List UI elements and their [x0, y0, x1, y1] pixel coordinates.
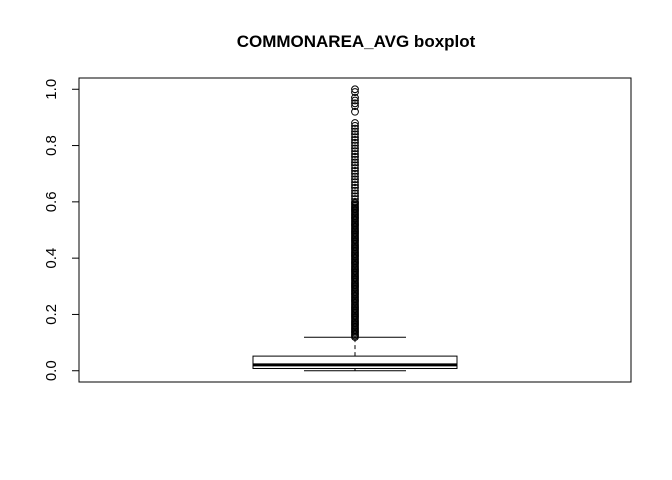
outlier-point [351, 121, 359, 130]
outlier-point [351, 158, 359, 167]
box-group [252, 336, 458, 372]
outlier-point [351, 144, 359, 153]
y-tick-label: 0.2 [43, 304, 60, 325]
outlier-point [351, 178, 359, 187]
outlier-point [351, 195, 359, 203]
outlier-point [351, 166, 359, 175]
outlier-point [351, 107, 359, 116]
y-tick-label: 0.0 [43, 360, 60, 381]
outlier-point [351, 189, 359, 198]
y-axis: 0.0 0.2 0.4 0.6 0.8 1.0 [43, 79, 80, 381]
y-tick-label: 1.0 [43, 79, 60, 100]
outlier-point [351, 93, 359, 102]
outlier-point [351, 141, 359, 150]
y-tick-label: 0.6 [43, 191, 60, 212]
outlier-point [351, 147, 359, 156]
outlier-point [351, 192, 359, 201]
outlier-point [351, 169, 359, 178]
outlier-point [351, 150, 359, 158]
outlier-point [351, 96, 359, 105]
outlier-point [351, 172, 359, 181]
outlier-point [351, 155, 359, 164]
outlier-point [351, 85, 359, 94]
outlier-point [351, 102, 359, 111]
outlier-point [351, 127, 359, 136]
outlier-point [351, 186, 359, 195]
outlier-point [351, 88, 359, 96]
outlier-point [351, 197, 359, 206]
outlier-point [351, 183, 359, 192]
outlier-point [351, 138, 359, 147]
outlier-point [351, 136, 359, 144]
outlier-point [351, 175, 359, 184]
box-iqr [252, 355, 458, 369]
outlier-point [351, 161, 359, 170]
outlier-point [351, 130, 359, 139]
outlier-point [351, 119, 359, 127]
outlier-point [351, 133, 359, 142]
y-tick-label: 0.4 [43, 248, 60, 269]
outlier-point [351, 99, 359, 108]
chart-title: COMMONAREA_AVG boxplot [237, 32, 476, 51]
outlier-point [351, 181, 359, 189]
outlier-point [351, 164, 359, 172]
outlier-point [351, 152, 359, 161]
outlier-points [351, 85, 359, 341]
y-tick-label: 0.8 [43, 135, 60, 156]
outlier-point [351, 124, 359, 133]
